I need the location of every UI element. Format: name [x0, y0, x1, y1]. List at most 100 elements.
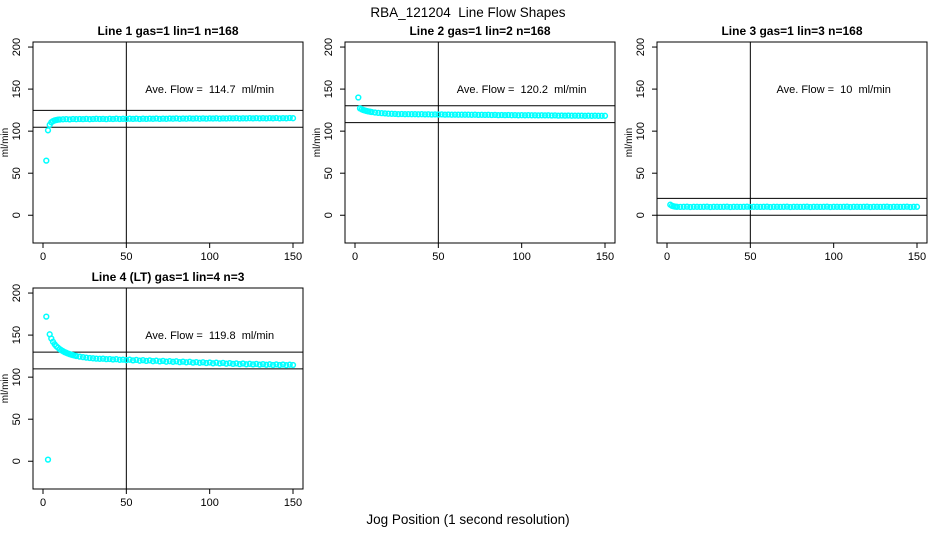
flow-point [717, 203, 724, 211]
flow-point [860, 203, 867, 210]
x-tick-label: 100 [200, 497, 218, 509]
y-tick-label: 50 [11, 413, 23, 425]
flow-point [535, 112, 542, 119]
x-tick-label: 0 [40, 497, 46, 509]
empty-panel-slot [624, 268, 936, 514]
flow-point [83, 354, 90, 361]
panel-plot: Line 1 gas=1 lin=1 n=168 0 50 100 150 200 ml/m… [0, 24, 304, 263]
flow-point [491, 111, 499, 119]
flow-point [408, 111, 415, 118]
flow-point [421, 111, 429, 118]
flow-point [391, 110, 399, 118]
flow-point [747, 203, 754, 211]
panel-title: Line 2 gas=1 lin=2 n=168 [409, 24, 550, 38]
flow-point [558, 112, 565, 119]
y-tick-label: 100 [11, 122, 23, 140]
flow-point [505, 111, 512, 119]
x-tick-label: 150 [284, 251, 302, 263]
flow-point [289, 115, 297, 122]
avg-flow-annotation: Ave. Flow = 10 ml/min [776, 84, 890, 96]
flow-point [166, 115, 173, 122]
flow-point [438, 111, 445, 118]
flow-point [565, 112, 572, 119]
flow-point [226, 115, 233, 122]
flow-point [760, 203, 767, 210]
flow-point [405, 110, 412, 118]
flow-point [246, 115, 253, 122]
flow-point [233, 360, 240, 367]
flow-point [673, 203, 681, 210]
flow-point [209, 115, 217, 122]
flow-point [730, 203, 737, 210]
flow-point [713, 203, 721, 210]
flow-point [86, 116, 93, 123]
flow-point [113, 356, 120, 363]
panel-title: Line 3 gas=1 lin=3 n=168 [721, 24, 862, 38]
flow-point [551, 112, 559, 119]
flow-point [163, 358, 170, 365]
flow-point [897, 203, 904, 211]
flow-point [143, 357, 150, 365]
flow-point [263, 115, 270, 122]
flow-point [375, 109, 382, 117]
flow-point [388, 110, 395, 117]
flow-point [561, 112, 569, 119]
flow-point [595, 112, 602, 119]
y-tick-label: 200 [11, 38, 23, 56]
flow-point [793, 203, 801, 210]
flow-point [750, 203, 757, 210]
flow-point [687, 203, 694, 211]
flow-point [385, 110, 392, 117]
flow-point [697, 203, 704, 211]
flow-point [173, 358, 180, 365]
y-tick-label: 150 [635, 80, 647, 98]
flow-point [498, 111, 505, 119]
x-tick-label: 0 [352, 251, 358, 263]
x-tick-label: 50 [120, 497, 132, 509]
flow-point [66, 116, 73, 123]
flow-point [833, 203, 841, 210]
flow-point [857, 203, 864, 211]
flow-point [246, 360, 253, 367]
flow-point [355, 94, 362, 101]
flow-point [727, 203, 734, 211]
empty-panel-slot [312, 268, 624, 514]
flow-point [133, 115, 140, 122]
flow-point [259, 115, 267, 122]
flow-point [548, 112, 555, 119]
flow-point [286, 361, 293, 368]
flow-point [216, 115, 223, 122]
flow-point [176, 115, 183, 122]
flow-point [693, 203, 701, 210]
flow-point [219, 115, 227, 122]
flow-point [89, 355, 97, 362]
x-axis: 0 50 100 150 [352, 243, 614, 263]
flow-point [777, 203, 784, 211]
flow-point [538, 112, 545, 119]
flow-point [116, 115, 123, 123]
flow-point [239, 360, 247, 367]
flow-point [83, 115, 90, 123]
flow-point [199, 115, 207, 122]
flow-point [890, 203, 897, 210]
flow-point [196, 359, 203, 366]
flow-point [136, 115, 143, 123]
flow-point [119, 356, 127, 363]
flow-point [63, 115, 70, 123]
flow-point [103, 115, 110, 123]
flow-point [790, 203, 797, 210]
y-tick-label: 200 [635, 38, 647, 56]
flow-point [787, 203, 794, 211]
x-tick-label: 100 [512, 251, 530, 263]
x-tick-label: 50 [432, 251, 444, 263]
data-points [43, 313, 297, 463]
flow-point [907, 203, 914, 211]
flow-point [398, 110, 405, 118]
figure-title: RBA_121204 Line Flow Shapes [370, 5, 566, 20]
y-tick-label: 150 [323, 80, 335, 98]
y-tick-label: 150 [11, 80, 23, 98]
flow-point [179, 358, 187, 365]
flow-point [176, 358, 183, 366]
panel-plot: Line 4 (LT) gas=1 lin=4 n=3 0 50 100 150 200 m… [0, 270, 304, 509]
y-axis-unit-label: ml/min [0, 128, 11, 157]
